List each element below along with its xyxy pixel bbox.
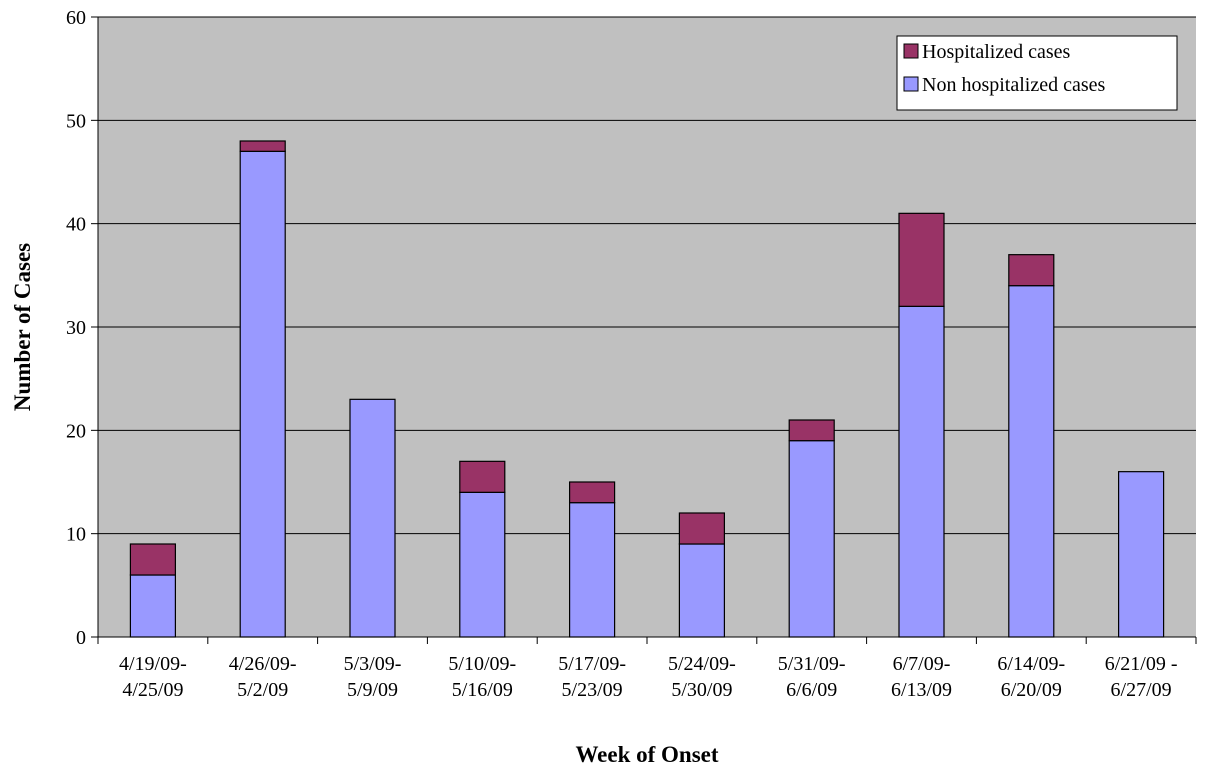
x-tick-label: 5/24/09- 5/30/09 [668,653,736,701]
bar-segment [459,491,506,638]
y-tick-label: 20 [66,420,86,442]
bar-segment [239,140,286,152]
bar-segment [568,502,616,638]
x-tick-label: 5/10/09- 5/16/09 [448,653,516,701]
x-tick-label-line: 4/19/09- [119,653,187,675]
y-tick-label: 30 [66,317,86,339]
x-tick-label: 5/3/09- 5/9/09 [344,653,402,701]
x-tick-label-line: 5/23/09 [562,679,623,701]
x-tick-label: 6/14/09- 6/20/09 [997,653,1065,701]
x-tick-label-line: 5/30/09 [671,679,732,701]
x-tick-label: 6/21/09 - 6/27/09 [1105,653,1178,701]
legend-label: Hospitalized cases [922,41,1070,63]
bar-segment [678,512,726,545]
x-tick-label-line: 6/21/09 - [1105,653,1178,675]
x-tick-label: 5/17/09- 5/23/09 [558,653,626,701]
x-tick-label-line: 5/17/09- [558,653,626,675]
x-tick-label-line: 4/25/09 [122,679,183,701]
x-tick-label-line: 6/14/09- [997,653,1065,675]
x-tick-label-line: 6/6/09 [786,679,837,701]
x-tick-label-line: 5/3/09- [344,653,402,675]
bar-segment [898,305,945,638]
x-tick-label: 5/31/09- 6/6/09 [778,653,846,701]
legend-box [896,35,1178,111]
x-tick-label-line: 6/7/09- [893,653,951,675]
x-tick-label-line: 6/13/09 [891,679,952,701]
y-tick-label: 0 [76,627,86,649]
legend-label: Non hospitalized cases [922,74,1105,96]
y-tick-labels: 0 10 20 30 40 50 60 [66,7,86,649]
bar-segment [1008,254,1055,287]
bar-segment [788,419,835,442]
x-axis-title: Week of Onset [575,742,718,767]
legend: Hospitalized cases Non hospitalized cases [896,35,1178,111]
y-tick-label: 10 [66,524,86,546]
y-tick-label: 60 [66,7,86,29]
bar-segment [239,150,286,638]
legend-swatch [903,43,919,59]
bars [129,140,1165,638]
bar-segment [1008,285,1055,638]
bar-segment [349,398,396,638]
x-tick-label: 4/19/09- 4/25/09 [119,653,187,701]
bar-segment [568,481,616,504]
bar-segment [129,574,176,638]
axes [91,16,1197,644]
bar-segment [1117,471,1165,638]
y-tick-label: 40 [66,214,86,236]
x-tick-label-line: 5/16/09 [452,679,513,701]
x-tick-labels: 4/19/09- 4/25/09 4/26/09- 5/2/09 5/3/09- 5/9/… [119,653,1177,701]
x-tick-label-line: 4/26/09- [229,653,297,675]
x-tick-label-line: 5/24/09- [668,653,736,675]
x-tick-label-line: 6/27/09 [1111,679,1172,701]
bar-segment [459,460,506,493]
bar-segment [898,212,945,307]
y-axis-title: Number of Cases [10,243,35,411]
x-tick-label-line: 5/9/09 [347,679,398,701]
bar-segment [129,543,176,576]
bar-segment [788,440,835,638]
x-tick-label-line: 5/10/09- [448,653,516,675]
bar-segment [678,543,726,638]
x-tick-label-line: 5/31/09- [778,653,846,675]
x-tick-label-line: 5/2/09 [237,679,288,701]
y-tick-label: 50 [66,110,86,132]
legend-swatch [903,76,919,92]
x-tick-label: 4/26/09- 5/2/09 [229,653,297,701]
x-tick-label: 6/7/09- 6/13/09 [891,653,952,701]
x-tick-label-line: 6/20/09 [1001,679,1062,701]
